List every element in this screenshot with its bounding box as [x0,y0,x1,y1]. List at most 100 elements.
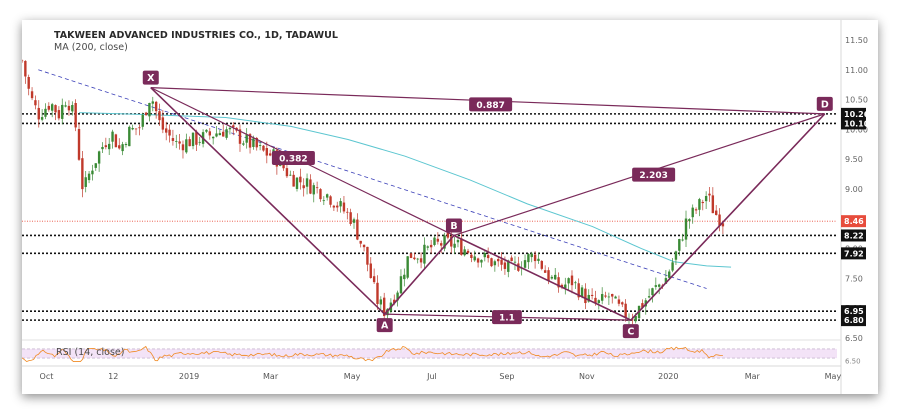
pattern-point-d-box [816,96,833,111]
candle-body [242,143,245,145]
candle-body [332,205,336,208]
candle-body [265,148,269,156]
candle-body [647,296,651,298]
candle-body [470,254,473,258]
candle-body [131,127,134,130]
rsi-band [22,348,837,359]
candle-body [50,104,54,111]
candle-body [191,132,195,147]
candle-body [493,261,497,266]
candle-body [222,131,225,137]
candle-body [24,60,27,77]
ratio-label: 2.203 [639,171,667,181]
candle-body [77,129,81,160]
candle-body [574,282,577,284]
candle-body [319,189,322,200]
candle-body [597,300,601,304]
candle-body [704,195,708,202]
candle-body [346,211,349,213]
candle-body [289,174,292,176]
candle-body [419,258,423,263]
candle-body [584,288,587,304]
candle-body [600,294,604,301]
candle-body [446,232,450,238]
candle-body [463,249,466,256]
candle-body [292,174,295,187]
candle-body [570,275,574,286]
candle-body [211,136,215,139]
candle-body [654,285,658,287]
candle-body [547,270,550,281]
candle-body [255,137,258,148]
x-tick-label: 2020 [658,372,678,381]
candle-body [84,177,87,187]
candle-body [107,143,111,150]
candle-body [426,246,429,248]
trend-line [38,69,707,289]
x-tick-label: Sep [499,372,514,381]
candle-body [258,145,262,146]
candle-body [57,110,61,119]
candle-body [315,187,319,189]
candle-body [198,141,201,143]
candle-body [621,302,624,305]
candle-body [118,145,121,149]
candle-body [34,100,37,106]
candle-body [554,274,557,280]
candle-body [238,129,242,144]
candle-body [480,259,483,263]
candle-body [540,261,544,269]
y-tick-label: 6.50 [845,334,863,343]
pattern-point-a-box [376,318,393,333]
candle-body [342,202,346,212]
candle-body [27,77,30,89]
candle-body [232,125,235,128]
candle-body [64,105,67,107]
y-tick-label: 11.00 [845,66,868,75]
candle-body [409,253,413,258]
candle-body [684,218,688,240]
ma200-line [79,112,732,268]
candle-body [604,295,607,297]
candle-body [668,271,671,278]
candle-body [144,112,148,116]
price-chart[interactable]: 11.5011.0010.5010.009.509.008.508.007.50… [22,20,878,394]
candle-body [436,238,440,242]
y-tick-label: 10.00 [845,125,868,134]
candle-body [590,294,594,297]
candle-body [403,274,406,280]
x-tick-label: Oct [40,372,54,381]
y-tick-label: 9.50 [845,155,863,164]
pattern-legs [150,87,826,322]
candle-body [94,163,97,168]
candle-body [40,117,44,120]
candle-body [708,193,711,196]
candle-body [128,126,131,147]
candle-body [87,173,91,181]
symbol-legend: TAKWEEN ADVANCED INDUSTRIES CO., 1D, TAD… [54,30,338,41]
current-price-tag [841,215,866,228]
level-tag-label: 6.95 [844,307,864,316]
rsi-axis-label: 6.50 [845,357,861,365]
candle-body [497,259,500,262]
ratio-box [632,167,676,182]
candle-body [507,260,510,272]
candle-body [97,151,101,164]
candle-body [121,144,124,152]
candle-body [54,105,57,113]
candle-body [37,107,40,120]
level-tag [841,247,866,260]
ratio-label: 0.887 [476,101,504,111]
candle-body [175,141,178,142]
candle-body [611,293,614,297]
candle-body [413,257,416,260]
candle-body [134,128,138,130]
ratio-box [469,97,513,112]
candle-body [523,260,527,268]
candle-body [228,127,232,130]
candle-body [299,176,302,183]
candle-body [393,299,396,304]
candle-body [657,284,661,287]
candle-body [533,254,537,262]
candle-body [500,259,503,265]
